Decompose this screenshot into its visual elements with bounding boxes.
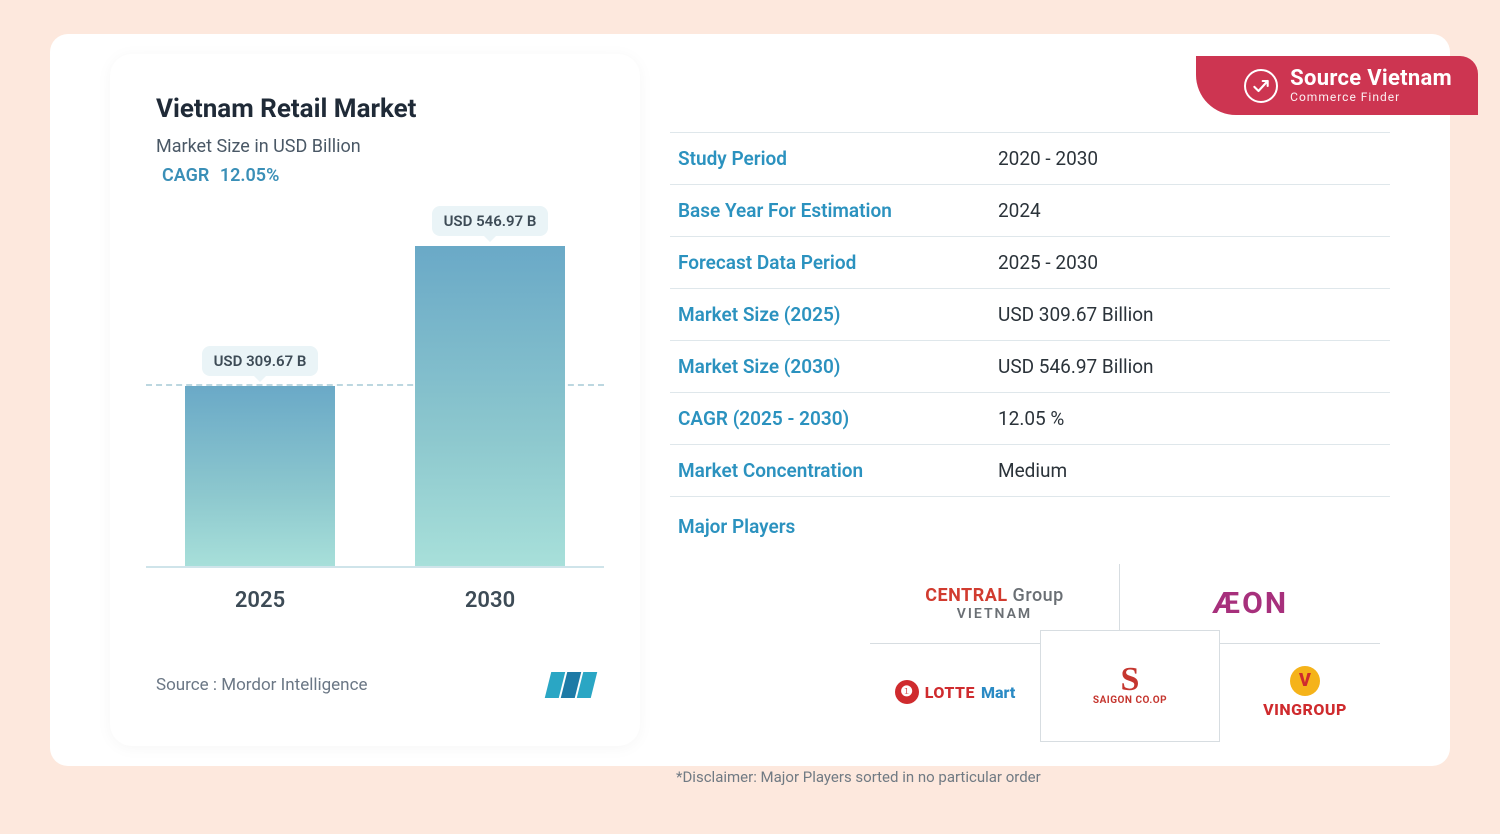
x-label-2025: 2025 xyxy=(185,588,335,613)
player-saigon-coop: S SAIGON CO.OP xyxy=(1040,630,1220,742)
badge-subtitle: Commerce Finder xyxy=(1290,91,1452,105)
major-players-grid: CENTRAL Group VIETNAM ÆON ❶ LOTTEMart S … xyxy=(870,552,1390,752)
card-subtitle: Market Size in USD Billion xyxy=(156,136,594,157)
lotte-icon: ❶ xyxy=(895,680,919,704)
mordor-intelligence-icon xyxy=(548,672,594,698)
table-row: Base Year For Estimation2024 xyxy=(670,185,1390,237)
table-row: CAGR (2025 - 2030)12.05 % xyxy=(670,393,1390,445)
card-title: Vietnam Retail Market xyxy=(156,94,594,124)
table-row: Forecast Data Period2025 - 2030 xyxy=(670,237,1390,289)
table-row: Market Size (2025)USD 309.67 Billion xyxy=(670,289,1390,341)
saigon-icon: S xyxy=(1121,666,1140,693)
disclaimer-text: *Disclaimer: Major Players sorted in no … xyxy=(670,768,1390,786)
chart-baseline xyxy=(146,566,604,568)
cagr-value: 12.05% xyxy=(220,165,280,186)
bar-2030: USD 546.97 B xyxy=(415,206,565,568)
checkmark-arrow-icon xyxy=(1244,69,1278,103)
details-panel: Study Period2020 - 2030 Base Year For Es… xyxy=(670,54,1390,746)
x-label-2030: 2030 xyxy=(415,588,565,613)
bar-rect-2025 xyxy=(185,386,335,568)
bar-rect-2030 xyxy=(415,246,565,568)
details-table: Study Period2020 - 2030 Base Year For Es… xyxy=(670,132,1390,497)
source-vietnam-badge: Source Vietnam Commerce Finder xyxy=(1196,56,1478,115)
bar-chart: USD 309.67 B USD 546.97 B 2025 2030 xyxy=(156,216,594,636)
bar-label-2030: USD 546.97 B xyxy=(432,206,549,236)
badge-title: Source Vietnam xyxy=(1290,66,1452,91)
bar-2025: USD 309.67 B xyxy=(185,346,335,568)
bar-label-2025: USD 309.67 B xyxy=(202,346,319,376)
page-container: Vietnam Retail Market Market Size in USD… xyxy=(50,34,1450,766)
player-lotte-mart: ❶ LOTTEMart xyxy=(870,644,1040,740)
table-row: Study Period2020 - 2030 xyxy=(670,132,1390,185)
card-cagr: CAGR 12.05% xyxy=(156,165,594,186)
table-row: Market Size (2030)USD 546.97 Billion xyxy=(670,341,1390,393)
vingroup-icon: V xyxy=(1290,666,1320,696)
market-chart-card: Vietnam Retail Market Market Size in USD… xyxy=(110,54,640,746)
player-vingroup: V VINGROUP xyxy=(1220,644,1390,740)
table-row: Market ConcentrationMedium xyxy=(670,445,1390,497)
source-label: Source : Mordor Intelligence xyxy=(156,675,367,695)
major-players-title: Major Players xyxy=(670,497,1390,552)
